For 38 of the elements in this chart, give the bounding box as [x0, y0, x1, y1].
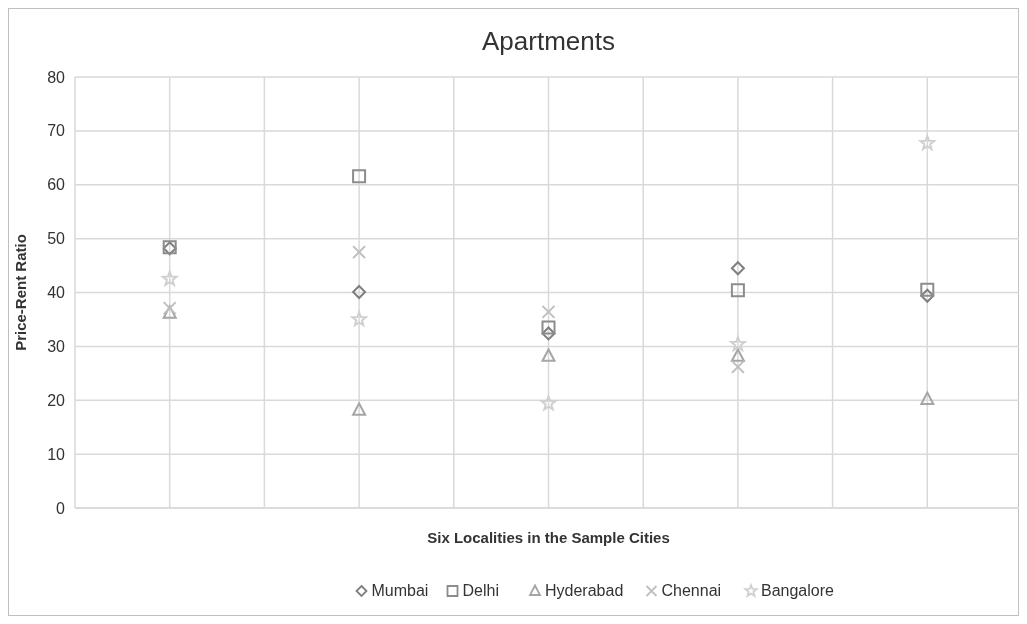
- y-tick-label: 60: [47, 176, 66, 194]
- x-axis-title: Six Localities in the Sample Cities: [427, 529, 670, 546]
- point: [161, 270, 178, 286]
- legend-label: Bangalore: [761, 582, 835, 599]
- point: [351, 311, 367, 327]
- y-tick-label: 40: [47, 284, 66, 302]
- legend-label: Mumbai: [371, 582, 429, 599]
- point: [541, 304, 556, 319]
- point: [730, 261, 745, 276]
- point: [540, 395, 557, 411]
- point: [352, 284, 367, 299]
- point: [352, 169, 367, 184]
- y-tick-label: 80: [47, 68, 66, 86]
- point: [352, 402, 367, 416]
- point: [730, 336, 746, 352]
- point: [920, 282, 935, 297]
- y-axis-title: Price-Rent Ratio: [12, 234, 29, 351]
- point: [730, 348, 745, 362]
- legend-label: Chennai: [661, 582, 722, 599]
- point: [730, 283, 745, 298]
- point: [920, 288, 935, 303]
- y-tick-label: 70: [47, 122, 66, 140]
- legend-label: Delhi: [462, 582, 499, 599]
- point: [541, 320, 556, 335]
- y-tick-label: 20: [47, 391, 66, 409]
- y-tick-label: 50: [47, 230, 66, 248]
- point: [541, 348, 556, 362]
- chart-title: Apartments: [482, 26, 615, 56]
- y-tick-label: 10: [47, 445, 66, 463]
- point: [730, 359, 745, 374]
- point: [920, 391, 935, 405]
- point: [352, 245, 367, 260]
- legend-label: Hyderabad: [545, 582, 624, 599]
- point: [919, 135, 936, 151]
- y-tick-label: 30: [47, 337, 66, 355]
- point: [162, 305, 177, 319]
- point: [541, 326, 556, 341]
- y-tick-label: 0: [56, 499, 66, 517]
